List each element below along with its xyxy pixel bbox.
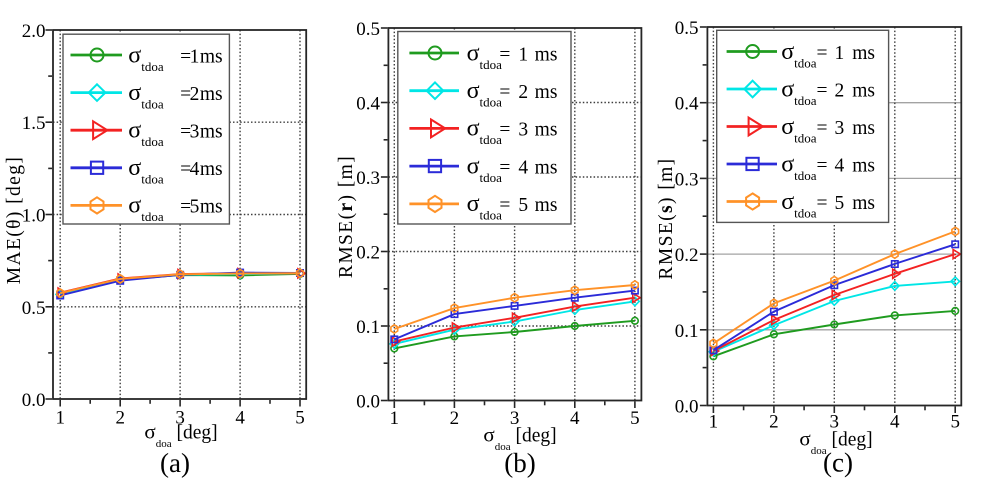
svg-text:3: 3 <box>510 408 520 429</box>
svg-text:0.0: 0.0 <box>675 397 699 418</box>
svg-text:(b): (b) <box>504 448 535 478</box>
svg-text:σtdoa=1ms: σtdoa=1ms <box>781 39 875 71</box>
svg-text:(a): (a) <box>160 448 190 478</box>
svg-text:RMSE(r) [m]: RMSE(r) [m] <box>336 155 357 278</box>
svg-text:2: 2 <box>450 408 460 429</box>
svg-text:0.3: 0.3 <box>675 169 699 190</box>
svg-text:σtdoa=5ms: σtdoa=5ms <box>467 191 558 223</box>
svg-text:σtdoa=2ms: σtdoa=2ms <box>128 80 222 112</box>
svg-text:σtdoa=4ms: σtdoa=4ms <box>128 155 222 187</box>
svg-text:σtdoa=5ms: σtdoa=5ms <box>128 193 222 225</box>
svg-text:σtdoa=3ms: σtdoa=3ms <box>128 118 222 150</box>
svg-text:σdoa [deg]: σdoa [deg] <box>799 427 872 457</box>
svg-text:σtdoa=2ms: σtdoa=2ms <box>781 76 875 108</box>
svg-text:5: 5 <box>295 408 305 429</box>
svg-text:5: 5 <box>950 412 960 433</box>
svg-text:0.5: 0.5 <box>356 19 380 40</box>
svg-text:1: 1 <box>390 408 400 429</box>
svg-text:2: 2 <box>115 408 125 429</box>
svg-text:2.0: 2.0 <box>22 21 46 42</box>
svg-text:0.5: 0.5 <box>22 298 46 319</box>
svg-text:0.5: 0.5 <box>675 18 699 39</box>
svg-text:σtdoa=3ms: σtdoa=3ms <box>781 114 875 146</box>
svg-text:0.4: 0.4 <box>356 94 380 115</box>
svg-text:3: 3 <box>830 412 840 433</box>
svg-text:0.2: 0.2 <box>675 245 699 266</box>
svg-text:0.1: 0.1 <box>675 321 699 342</box>
svg-text:0.4: 0.4 <box>675 94 699 115</box>
svg-text:σdoa [deg]: σdoa [deg] <box>483 423 556 453</box>
svg-text:5: 5 <box>630 408 640 429</box>
svg-text:0.2: 0.2 <box>356 243 380 264</box>
svg-text:σtdoa=2ms: σtdoa=2ms <box>467 78 558 110</box>
svg-text:4: 4 <box>235 408 245 429</box>
svg-text:0.0: 0.0 <box>356 392 380 413</box>
svg-text:σtdoa=4ms: σtdoa=4ms <box>467 153 558 185</box>
svg-text:σtdoa=1ms: σtdoa=1ms <box>467 40 558 72</box>
svg-text:σtdoa=3ms: σtdoa=3ms <box>467 116 558 148</box>
svg-text:3: 3 <box>175 408 185 429</box>
svg-text:1.5: 1.5 <box>22 113 46 134</box>
svg-text:2: 2 <box>769 412 779 433</box>
svg-text:1: 1 <box>709 412 719 433</box>
svg-text:σtdoa=1ms: σtdoa=1ms <box>128 42 222 74</box>
svg-text:0.3: 0.3 <box>356 168 380 189</box>
svg-text:σtdoa=4ms: σtdoa=4ms <box>781 151 875 183</box>
svg-text:4: 4 <box>890 412 900 433</box>
svg-text:0.0: 0.0 <box>22 390 46 411</box>
svg-text:RMSE(s) [m]: RMSE(s) [m] <box>656 157 677 279</box>
svg-text:σtdoa=5ms: σtdoa=5ms <box>781 189 875 221</box>
svg-text:(c): (c) <box>823 448 853 478</box>
svg-text:4: 4 <box>570 408 580 429</box>
svg-text:0.1: 0.1 <box>356 317 380 338</box>
svg-text:1.0: 1.0 <box>22 206 46 227</box>
svg-text:MAE(θ) [deg]: MAE(θ) [deg] <box>4 156 25 285</box>
svg-text:σdoa [deg]: σdoa [deg] <box>144 420 217 450</box>
svg-text:1: 1 <box>55 408 65 429</box>
